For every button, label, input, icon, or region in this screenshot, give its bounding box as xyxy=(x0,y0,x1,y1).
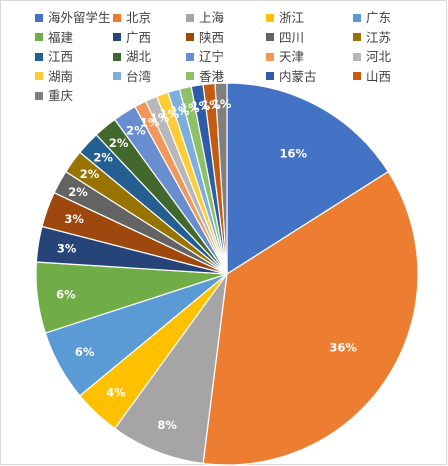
legend-label: 天津 xyxy=(279,49,305,64)
data-label: 6% xyxy=(75,345,95,359)
data-label: 1% xyxy=(150,111,170,125)
data-label: 3% xyxy=(64,212,84,226)
pie-slices xyxy=(35,82,419,466)
data-label: 6% xyxy=(56,287,76,301)
data-label: 36% xyxy=(329,341,357,355)
legend-label: 陕西 xyxy=(199,29,225,45)
data-label: 1% xyxy=(140,116,160,130)
legend-swatch xyxy=(186,52,194,61)
legend-item: 辽宁 xyxy=(186,48,224,66)
legend-label: 海外留学生 xyxy=(48,10,111,25)
legend-item: 内蒙古 xyxy=(266,68,317,86)
data-label: 3% xyxy=(57,242,77,256)
legend-swatch xyxy=(266,33,274,41)
legend-label: 江苏 xyxy=(366,29,392,45)
pie-slice xyxy=(226,82,390,276)
legend-label: 山西 xyxy=(366,68,392,84)
legend-item: 广东 xyxy=(353,9,391,27)
data-label: 16% xyxy=(280,147,308,161)
data-label: 1% xyxy=(191,99,211,113)
data-label: 1% xyxy=(212,97,232,111)
legend-swatch xyxy=(35,33,43,41)
data-label: 1% xyxy=(170,104,190,118)
legend-label: 香港 xyxy=(199,68,225,84)
legend-swatch xyxy=(113,52,121,61)
pie-slice xyxy=(113,273,228,465)
legend-label: 北京 xyxy=(126,10,152,25)
legend-swatch xyxy=(186,33,194,41)
legend-item: 江西 xyxy=(35,48,73,66)
legend-label: 河北 xyxy=(366,49,392,64)
legend-item: 江苏 xyxy=(353,29,391,47)
data-label: 4% xyxy=(106,385,126,399)
legend-item: 陕西 xyxy=(186,29,224,47)
legend-label: 辽宁 xyxy=(199,49,225,64)
legend-item: 湖北 xyxy=(113,48,151,66)
legend-swatch xyxy=(353,13,361,22)
legend-item: 湖南 xyxy=(35,68,73,86)
legend-item: 上海 xyxy=(186,9,224,27)
data-label: 2% xyxy=(68,185,88,199)
legend-item: 广西 xyxy=(113,29,151,47)
data-label: 2% xyxy=(109,136,129,150)
data-label: 1% xyxy=(180,101,200,115)
data-label: 8% xyxy=(157,418,177,432)
data-label: 2% xyxy=(80,167,100,181)
legend-label: 台湾 xyxy=(126,68,152,84)
legend-item: 台湾 xyxy=(113,68,151,86)
legend-swatch xyxy=(353,52,361,61)
legend-label: 福建 xyxy=(48,29,74,45)
legend-swatch xyxy=(353,33,361,41)
data-label: 2% xyxy=(93,151,113,165)
legend-label: 广东 xyxy=(366,10,392,25)
legend-swatch xyxy=(113,72,121,80)
legend-item: 天津 xyxy=(266,48,304,66)
legend-item: 北京 xyxy=(113,9,151,27)
data-label: 2% xyxy=(126,124,146,138)
legend-swatch xyxy=(266,13,274,22)
legend-label: 江西 xyxy=(48,49,74,64)
legend-item: 重庆 xyxy=(35,87,73,105)
legend-label: 上海 xyxy=(199,10,225,25)
legend-swatch xyxy=(353,72,361,80)
legend-swatch xyxy=(266,72,274,80)
legend-label: 广西 xyxy=(126,29,152,45)
legend-swatch xyxy=(266,52,274,61)
legend-label: 湖南 xyxy=(48,68,74,84)
legend-swatch xyxy=(35,72,43,80)
legend-label: 重庆 xyxy=(48,88,74,103)
legend-label: 湖北 xyxy=(126,49,152,64)
legend-swatch xyxy=(186,13,194,22)
legend-item: 福建 xyxy=(35,29,73,47)
legend-item: 山西 xyxy=(353,68,391,86)
legend-swatch xyxy=(35,13,43,22)
legend-label: 浙江 xyxy=(279,10,305,25)
legend-item: 浙江 xyxy=(266,9,304,27)
legend-item: 海外留学生 xyxy=(35,9,111,27)
legend-label: 内蒙古 xyxy=(279,68,317,84)
legend-item: 四川 xyxy=(266,29,304,47)
legend-label: 四川 xyxy=(279,29,305,45)
pie-slice xyxy=(214,82,228,275)
legend-swatch xyxy=(35,52,43,61)
data-label: 1% xyxy=(160,107,180,121)
legend-swatch xyxy=(113,33,121,41)
data-label: 1% xyxy=(201,98,221,112)
legend-swatch xyxy=(35,91,43,100)
pie-slice xyxy=(202,170,419,466)
legend-item: 香港 xyxy=(186,68,224,86)
pie-labels: 16%36%8%4%6%6%3%3%2%2%2%2%2%1%1%1%1%1%1%… xyxy=(56,97,357,432)
legend-item: 河北 xyxy=(353,48,391,66)
legend-swatch xyxy=(186,72,194,80)
legend-swatch xyxy=(113,13,121,22)
